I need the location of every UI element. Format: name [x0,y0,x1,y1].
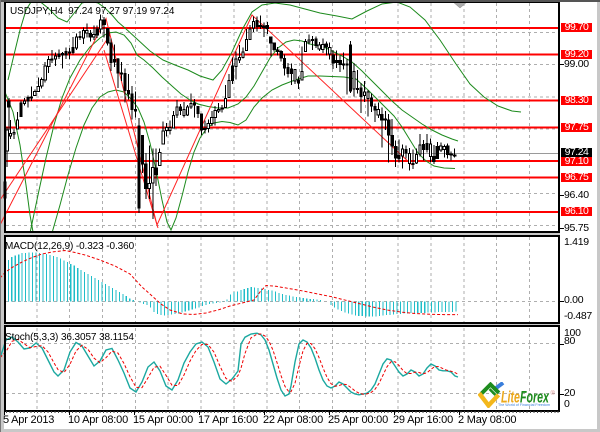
svg-text:®: ® [551,390,556,397]
svg-text:LiteForex: LiteForex [501,389,550,407]
svg-text:The World of Financial Freedom: The World of Financial Freedom [498,403,550,407]
